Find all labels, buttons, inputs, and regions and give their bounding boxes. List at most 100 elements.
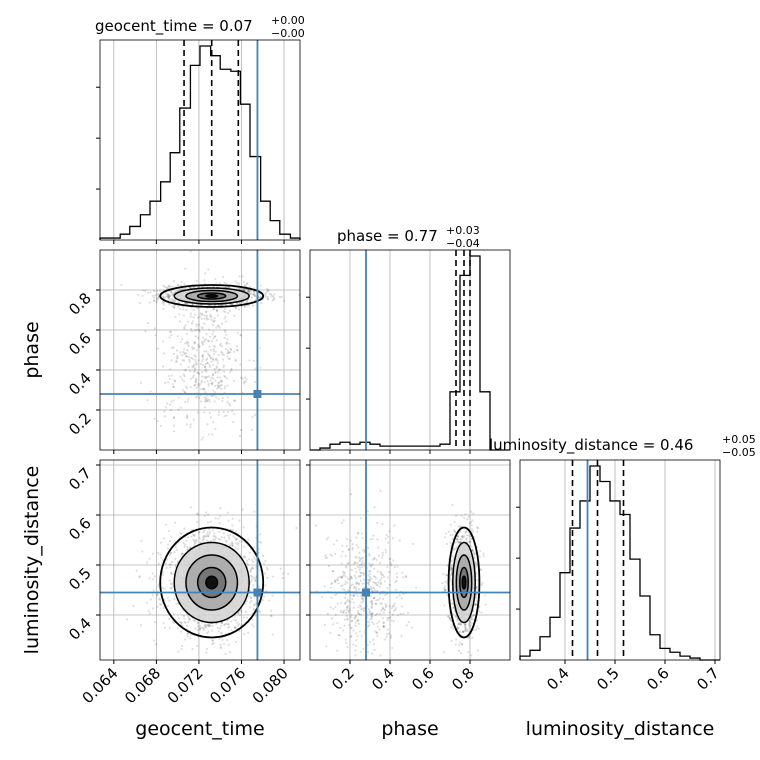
sample-point (212, 642, 215, 645)
sample-point (192, 619, 195, 622)
sample-point (237, 612, 240, 615)
sample-point (372, 597, 375, 600)
sample-point (450, 639, 453, 642)
sample-point (223, 317, 226, 320)
sample-point (189, 315, 192, 318)
sample-point (343, 609, 346, 612)
sample-point (184, 355, 188, 358)
sample-point (227, 643, 230, 646)
sample-point (340, 584, 343, 588)
sample-point (199, 362, 203, 366)
sample-point (368, 570, 371, 573)
sample-point (155, 300, 158, 303)
sample-point (167, 294, 171, 298)
sample-point (390, 606, 393, 610)
sample-point (373, 596, 376, 600)
sample-point (250, 596, 253, 599)
sample-point (223, 536, 226, 539)
sample-point (146, 291, 150, 294)
sample-point (167, 543, 170, 546)
sample-point (238, 434, 242, 438)
sample-point (464, 630, 467, 633)
sample-point (144, 329, 147, 333)
sample-point (252, 584, 255, 587)
sample-point (368, 575, 372, 579)
sample-point (179, 363, 182, 366)
hist-frame-luminosity-distance (519, 459, 721, 661)
sample-point (171, 285, 174, 288)
sample-point (457, 525, 460, 528)
sample-point (126, 618, 129, 621)
sample-point (192, 376, 195, 379)
sample-point (168, 599, 171, 602)
sample-point (197, 622, 200, 625)
sample-point (208, 328, 211, 331)
sample-point (205, 647, 209, 651)
sample-point (368, 572, 371, 576)
sample-point (210, 360, 213, 363)
sample-point (342, 570, 345, 573)
sample-point (185, 417, 189, 420)
sample-point (240, 334, 243, 337)
sample-point (228, 625, 231, 629)
sample-point (216, 384, 219, 387)
sample-point (464, 628, 467, 631)
sample-point (251, 293, 254, 296)
sample-point (482, 554, 485, 557)
sample-point (179, 340, 182, 343)
sample-point (164, 562, 167, 565)
sample-point (183, 374, 186, 378)
scatter-frame-geocent-time-phase (99, 249, 301, 451)
sample-point (181, 644, 184, 648)
sample-point (173, 521, 177, 524)
sample-point (359, 559, 362, 562)
sample-point (258, 347, 261, 350)
sample-point (476, 526, 479, 529)
sample-point (233, 379, 236, 383)
sample-point (189, 377, 193, 380)
sample-point (180, 552, 183, 556)
sample-point (235, 345, 239, 348)
sample-point (269, 609, 273, 612)
sample-point (462, 536, 465, 539)
sample-point (344, 611, 348, 614)
sample-point (161, 301, 164, 304)
sample-point (257, 585, 261, 588)
sample-point (169, 368, 172, 371)
scatter-panel-phase-luminosity-distance: 0.2 0.4 0.6 0.8 (306, 459, 511, 694)
sample-point (476, 588, 479, 591)
sample-point (259, 533, 262, 536)
sample-point (148, 557, 151, 560)
sample-point (213, 335, 217, 338)
sample-point (201, 327, 204, 330)
sample-point (228, 537, 231, 541)
sample-point (228, 351, 231, 354)
sample-point (184, 368, 187, 371)
sample-point (168, 336, 171, 339)
sample-point (216, 324, 219, 327)
sample-point (372, 586, 376, 590)
sample-point (236, 547, 239, 550)
sample-point (211, 324, 214, 327)
sample-point (226, 338, 229, 341)
hist-steps-geocent-time (99, 45, 301, 240)
sample-point (198, 345, 201, 348)
sample-point (195, 377, 198, 380)
sample-point (200, 379, 203, 382)
sample-point (216, 359, 219, 362)
sample-point (445, 574, 448, 577)
ytick-label-phase-0: 0.2 (65, 409, 95, 439)
sample-point (207, 624, 210, 627)
sample-point (217, 411, 220, 414)
sample-point (170, 400, 173, 403)
sample-point (185, 423, 188, 426)
sample-point (355, 588, 358, 592)
sample-point (203, 314, 206, 317)
sample-point (476, 579, 479, 582)
sample-point (390, 619, 393, 622)
sample-point (162, 303, 165, 306)
sample-point (188, 546, 192, 549)
sample-point (462, 631, 465, 634)
sample-point (340, 555, 343, 558)
sample-point (405, 575, 408, 579)
